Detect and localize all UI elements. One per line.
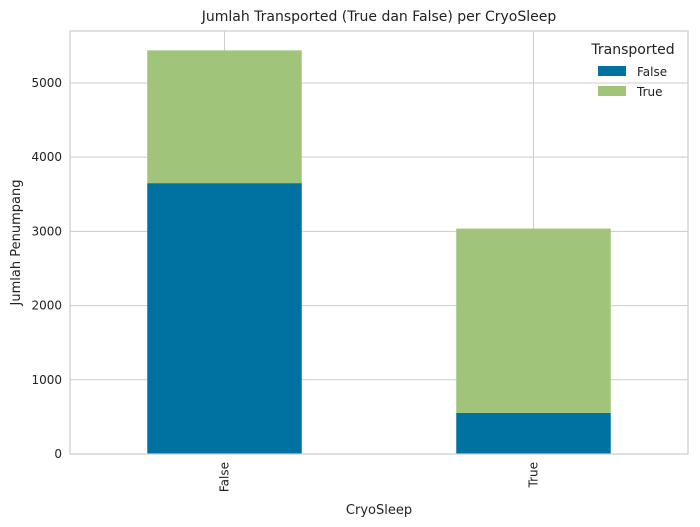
x-axis-label: CryoSleep [346,503,412,518]
legend-swatch [598,66,626,76]
y-tick-label: 4000 [31,150,62,164]
bar-segment [147,183,302,454]
y-axis-ticks: 0 1000 2000 3000 4000 5000 [31,76,62,461]
plot-frame [69,30,689,455]
bars [147,50,611,454]
x-tick-label: True [527,462,541,489]
legend: Transported False True [590,42,674,99]
legend-items: False True [598,65,667,99]
y-tick-label: 5000 [31,76,62,90]
legend-label: False [637,65,667,79]
bar-segment [456,228,611,413]
legend-swatch [598,86,626,96]
x-tick-label: False [218,462,232,492]
y-tick-label: 1000 [31,373,62,387]
bar-segment [147,50,302,184]
bar-segment [456,412,611,454]
legend-title: Transported [590,42,674,58]
y-tick-label: 0 [54,447,62,461]
chart-title: Jumlah Transported (True dan False) per … [201,9,557,25]
y-tick-label: 2000 [31,299,62,313]
x-axis-ticks: False True [218,462,541,492]
legend-label: True [636,85,663,99]
y-tick-label: 3000 [31,224,62,238]
y-axis-label: Jumlah Penumpang [9,180,24,307]
